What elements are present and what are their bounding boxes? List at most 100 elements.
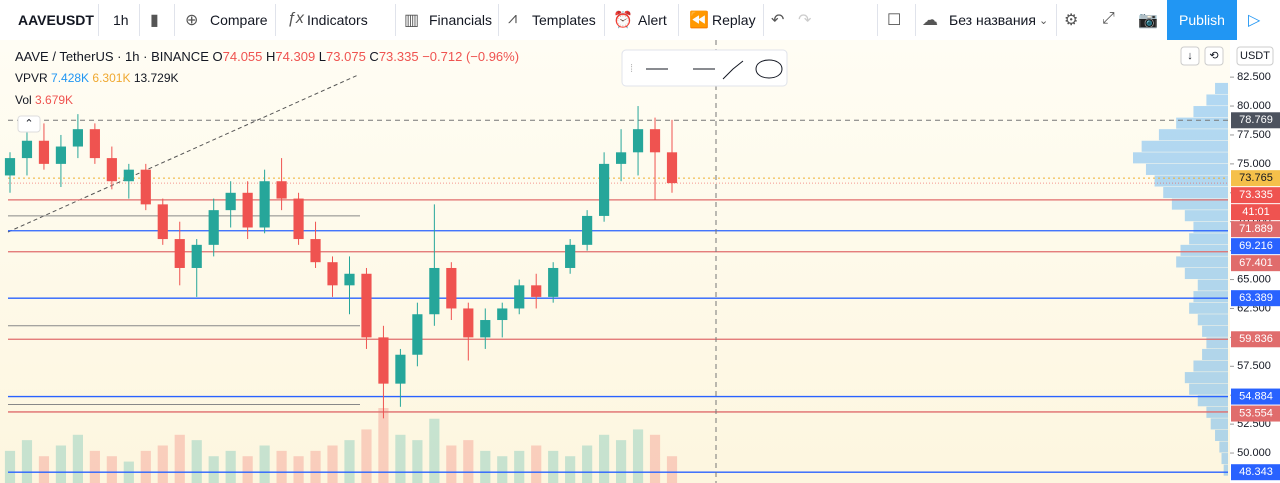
volume-profile-bar <box>1206 94 1228 106</box>
price-badge <box>1231 290 1280 307</box>
undo[interactable]: ↶ <box>771 12 785 29</box>
candle-body <box>259 181 270 228</box>
candle-body <box>21 140 33 159</box>
candle-body <box>310 239 321 263</box>
candle-body <box>106 158 117 182</box>
change: −0.712 (−0.96%) <box>422 49 520 64</box>
volume-bar <box>140 450 151 483</box>
volume-bar <box>548 450 559 483</box>
countdown-badge <box>1231 204 1280 221</box>
candle-body <box>140 169 151 205</box>
volume-bar <box>429 418 440 483</box>
currency-box[interactable] <box>1236 46 1274 66</box>
vpvr-name: VPVR <box>15 71 48 85</box>
scroll-icon[interactable]: ↓ <box>1187 50 1193 62</box>
volume-bar <box>412 440 423 483</box>
interval[interactable]: 1h <box>113 12 129 28</box>
drawing-toolbar <box>621 49 788 87</box>
reset-button[interactable] <box>1204 46 1224 66</box>
candle-body <box>242 192 253 228</box>
templates[interactable]: Templates <box>532 12 596 28</box>
volume-profile-bar <box>1171 198 1228 210</box>
collapse-button[interactable] <box>17 115 41 133</box>
indicators[interactable]: Indicators <box>307 12 368 28</box>
symbol[interactable]: AAVEUSDT <box>18 12 94 28</box>
chevron[interactable]: ⌄ <box>1039 15 1049 27</box>
candle-body <box>276 181 287 199</box>
chart: 50.00052.50055.00057.50060.00062.50065.0… <box>0 40 1280 483</box>
publish-button[interactable]: Publish <box>1167 0 1237 40</box>
candle-body <box>649 129 661 153</box>
candle-body <box>38 140 50 164</box>
volume-profile-bar <box>1158 129 1228 141</box>
price-badge-label: 54.884 <box>1239 390 1273 402</box>
volume-profile-bar <box>1189 302 1228 314</box>
alert[interactable]: Alert <box>638 12 667 28</box>
volume-bar <box>378 408 389 483</box>
chart-style-icon[interactable]: ▮ <box>150 12 159 29</box>
volume-profile-bar <box>1206 337 1228 349</box>
volume-profile-bar <box>1197 395 1228 407</box>
candle-body <box>480 320 491 338</box>
volume-bar <box>632 429 644 483</box>
scroll-button[interactable] <box>1180 46 1200 66</box>
y-tick-label: 77.500 <box>1237 129 1271 141</box>
volume-bar <box>649 434 661 483</box>
redo[interactable]: ↷ <box>798 12 812 29</box>
drawing-tools[interactable] <box>646 59 783 80</box>
plot-background <box>0 40 1230 483</box>
candle-body <box>361 273 372 338</box>
volume-profile-bar <box>1176 256 1228 268</box>
legend-title: AAVE / TetherUS · 1h · BINANCE <box>15 49 209 64</box>
volume-profile-bar <box>1133 152 1228 164</box>
price-badge <box>1231 170 1280 187</box>
candle-body <box>293 198 304 240</box>
price-badge-label: 73.765 <box>1239 172 1273 184</box>
compare[interactable]: Compare <box>210 12 268 28</box>
candle-body <box>531 285 542 297</box>
price-badge <box>1231 221 1280 238</box>
play[interactable]: ▷ <box>1248 12 1261 29</box>
reset-icon[interactable]: ⟲ <box>1209 50 1218 62</box>
candle-body <box>615 152 627 164</box>
candle-body <box>395 354 406 384</box>
layout-name[interactable]: Без названия <box>949 12 1036 28</box>
settings[interactable]: ⚙ <box>1064 12 1079 29</box>
financials[interactable]: Financials <box>429 12 493 28</box>
indicators-icon[interactable]: ƒx <box>287 10 304 27</box>
snapshot[interactable]: 📷 <box>1138 12 1158 29</box>
drag-handle[interactable]: ⁞ <box>630 63 633 75</box>
replay[interactable]: Replay <box>712 12 756 28</box>
currency[interactable]: USDT <box>1240 50 1270 62</box>
volume-bar <box>242 456 253 483</box>
collapse-icon[interactable]: ⌃ <box>24 118 33 130</box>
vpvr-down: 6.301K <box>92 71 131 85</box>
fullscreen[interactable]: ⤢ <box>1102 10 1115 27</box>
volume-bar <box>446 445 457 483</box>
candle-body <box>208 210 219 245</box>
volume-bar <box>615 440 627 483</box>
replay-icon[interactable]: ⏪ <box>689 12 709 29</box>
layout-icon[interactable]: ☐ <box>887 12 902 29</box>
legend-row: AAVE / TetherUS · 1h · BINANCE O74.055 H… <box>15 49 519 64</box>
volume-bar <box>666 456 678 483</box>
cloud-icon[interactable]: ☁ <box>922 12 938 29</box>
candle-body <box>123 169 134 182</box>
volume-profile-bar <box>1219 441 1228 453</box>
alert-icon[interactable]: ⏰ <box>613 12 633 29</box>
candle-body <box>225 192 236 211</box>
volume-profile-bar <box>1193 106 1228 118</box>
compare-icon[interactable]: ⊕ <box>185 12 199 29</box>
price-badge <box>1231 187 1280 204</box>
templates-icon[interactable]: ⩘ <box>508 10 518 27</box>
price-badge-label: 69.216 <box>1239 240 1273 252</box>
y-tick-label: 65.000 <box>1237 273 1271 285</box>
volume-profile-bar <box>1145 163 1228 175</box>
ohlc-part: 73.075 <box>326 49 366 64</box>
financials-icon[interactable]: ▥ <box>404 12 420 29</box>
candle-body <box>55 146 67 164</box>
price-badge-label: 73.335 <box>1239 189 1273 201</box>
candle-body <box>412 314 423 355</box>
vol-value: 3.679K <box>35 93 74 107</box>
candle-body <box>72 129 83 147</box>
